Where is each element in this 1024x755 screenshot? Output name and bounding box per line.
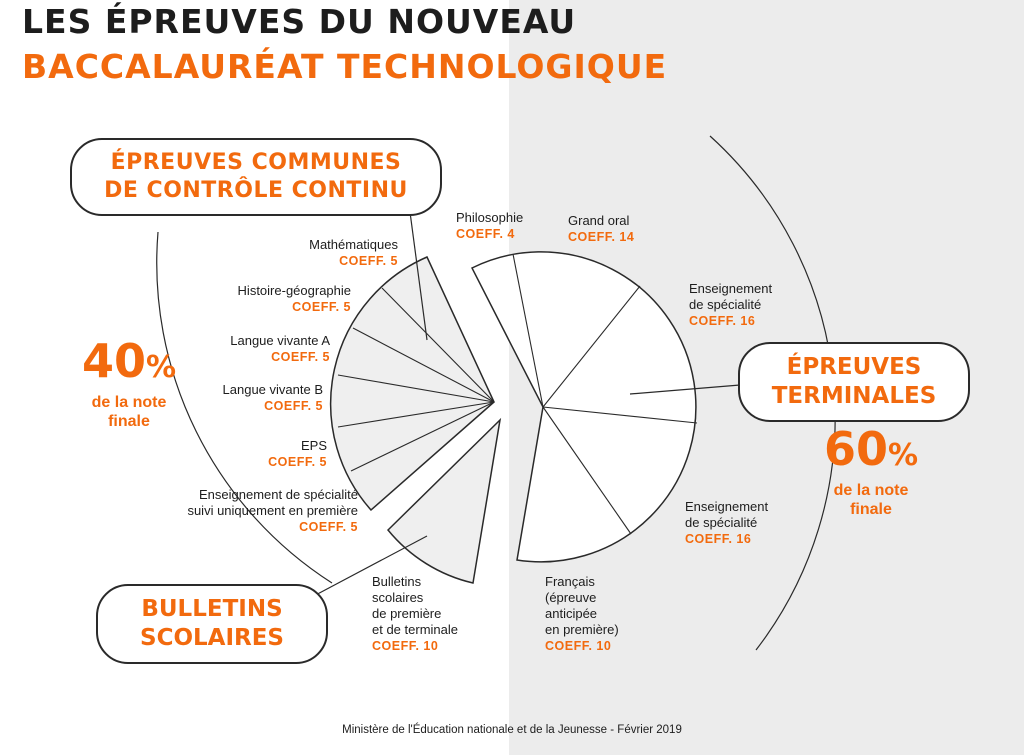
percent-40-sign: % <box>145 350 177 385</box>
divider-maths-histgeo <box>381 287 495 403</box>
label-bulletins-line2: scolaires <box>372 590 424 605</box>
label-bulletins: Bulletins scolaires de première et de te… <box>372 574 458 654</box>
label-eps: EPS COEFF. 5 <box>268 438 327 470</box>
label-philosophie: Philosophie COEFF. 4 <box>456 210 523 242</box>
label-spec1-coeff: COEFF. 16 <box>689 314 756 328</box>
percent-40-line2: finale <box>108 413 150 430</box>
leader-commune-pill <box>407 196 428 341</box>
label-specialite-2: Enseignement de spécialité COEFF. 16 <box>685 499 768 547</box>
controle-continu-pill-line2: DE CONTRÔLE CONTINU <box>104 178 408 203</box>
percent-60-line2: finale <box>850 501 892 518</box>
label-philo-coeff: COEFF. 4 <box>456 227 515 241</box>
label-mathematiques-coeff: COEFF. 5 <box>339 254 398 268</box>
label-spec2-coeff: COEFF. 16 <box>685 532 752 546</box>
label-spec1-line2: de spécialité <box>689 297 762 312</box>
label-lvb-name: Langue vivante B <box>222 382 323 397</box>
divider-histgeo-lva <box>352 327 495 403</box>
terminales-pill-line2: TERMINALES <box>771 383 937 409</box>
label-grand-oral: Grand oral COEFF. 14 <box>568 213 634 245</box>
label-bulletins-coeff: COEFF. 10 <box>372 639 439 653</box>
label-bulletins-line4: et de terminale <box>372 622 458 637</box>
label-francais-line3: anticipée <box>545 606 598 621</box>
percent-60-block: 60% de la note finale <box>808 424 934 519</box>
label-histgeo-coeff: COEFF. 5 <box>292 300 351 314</box>
label-histoire-geographie: Histoire-géographie COEFF. 5 <box>238 283 351 315</box>
divider-lva-lvb <box>337 374 495 403</box>
label-specialite-1: Enseignement de spécialité COEFF. 16 <box>689 281 772 329</box>
divider-philo-oral <box>512 253 544 408</box>
label-spec1-line1: Enseignement <box>689 281 773 296</box>
leader-bulletins-pill <box>309 535 428 599</box>
label-langue-vivante-a: Langue vivante A COEFF. 5 <box>230 333 330 365</box>
label-specialite-premiere: Enseignement de spécialité suivi uniquem… <box>187 487 358 535</box>
divider-eps-spec <box>350 401 495 472</box>
label-francais-line4: en première) <box>545 622 619 637</box>
terminales-sector <box>470 251 697 563</box>
epreuves-terminales-pill: ÉPREUVES TERMINALES <box>738 342 970 422</box>
label-lvb-coeff: COEFF. 5 <box>264 399 323 413</box>
label-spec2-line2: de spécialité <box>685 515 758 530</box>
label-bulletins-line3: de première <box>372 606 442 621</box>
label-philo-name: Philosophie <box>456 210 524 225</box>
bulletins-pill-line2: SCOLAIRES <box>140 625 284 651</box>
bulletins-scolaires-pill: BULLETINS SCOLAIRES <box>96 584 328 664</box>
percent-60-sign: % <box>887 438 919 473</box>
divider-lvb-eps <box>337 401 495 428</box>
divider-spec1-spec2 <box>542 406 698 424</box>
label-oral-name: Grand oral <box>568 213 630 228</box>
divider-spec2-francais <box>542 406 632 535</box>
label-langue-vivante-b: Langue vivante B COEFF. 5 <box>223 382 323 414</box>
bulletins-pill-line1: BULLETINS <box>141 596 283 622</box>
percent-40-number: 40 <box>81 334 146 388</box>
label-francais-line2: (épreuve <box>545 590 597 605</box>
label-eps-coeff: COEFF. 5 <box>268 455 327 469</box>
label-mathematiques: Mathématiques COEFF. 5 <box>309 237 398 269</box>
controle-continu-pill: ÉPREUVES COMMUNES DE CONTRÔLE CONTINU <box>70 138 442 216</box>
label-francais-coeff: COEFF. 10 <box>545 639 612 653</box>
label-specprem-line2: suivi uniquement en première <box>187 503 358 518</box>
label-specprem-coeff: COEFF. 5 <box>299 520 358 534</box>
leader-terminales-pill <box>629 384 741 395</box>
label-francais: Français (épreuve anticipée en première)… <box>545 574 619 654</box>
percent-60-line1: de la note <box>833 482 909 499</box>
label-lva-coeff: COEFF. 5 <box>271 350 330 364</box>
percent-60-number: 60 <box>823 422 888 476</box>
left-guide-arc <box>156 231 333 584</box>
label-eps-name: EPS <box>300 438 327 453</box>
source-footer: Ministère de l'Éducation nationale et de… <box>342 724 682 736</box>
label-mathematiques-name: Mathématiques <box>309 237 398 252</box>
terminales-pill-line1: ÉPREUVES <box>786 354 922 380</box>
divider-oral-spec1 <box>542 285 641 408</box>
percent-40-block: 40% de la note finale <box>64 336 194 431</box>
percent-40-line1: de la note <box>91 394 167 411</box>
label-oral-coeff: COEFF. 14 <box>568 230 635 244</box>
label-bulletins-line1: Bulletins <box>372 574 422 589</box>
label-lva-name: Langue vivante A <box>230 333 330 348</box>
label-histgeo-name: Histoire-géographie <box>237 283 351 298</box>
title-line-2: BACCALAURÉAT TECHNOLOGIQUE <box>22 47 668 86</box>
label-spec2-line1: Enseignement <box>685 499 769 514</box>
label-specprem-line1: Enseignement de spécialité <box>199 487 358 502</box>
label-francais-line1: Français <box>545 574 595 589</box>
controle-continu-pill-line1: ÉPREUVES COMMUNES <box>110 150 402 175</box>
controle-continu-sector <box>329 256 495 512</box>
title-line-1: LES ÉPREUVES DU NOUVEAU <box>22 2 577 41</box>
